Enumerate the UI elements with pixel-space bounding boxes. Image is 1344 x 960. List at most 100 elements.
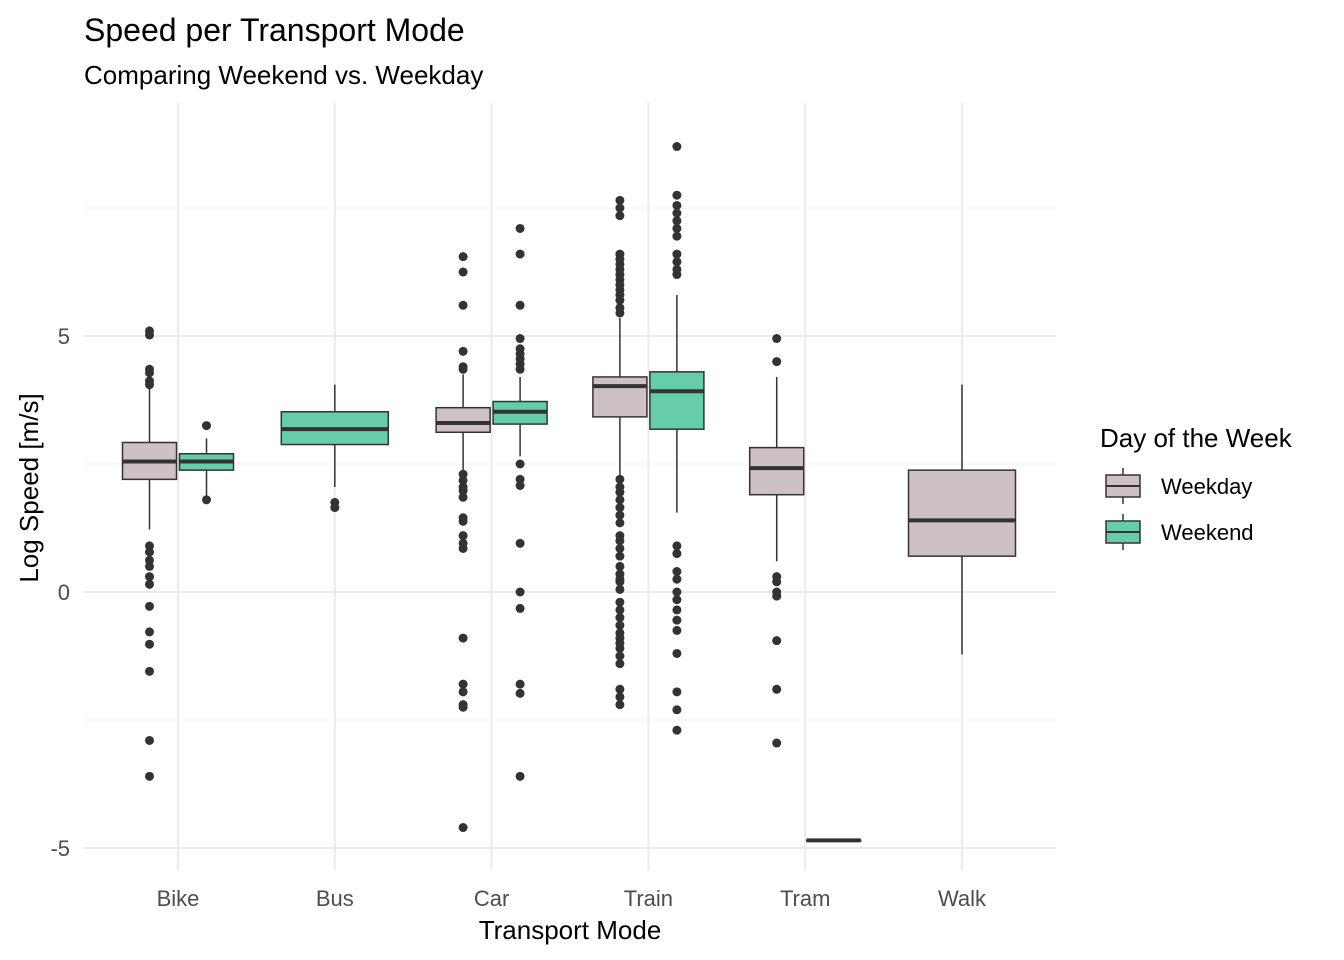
outlier-point: [772, 738, 782, 748]
box-tram-weekday: [748, 334, 805, 748]
outlier-point: [515, 679, 525, 689]
outlier-point: [615, 203, 625, 213]
box-iqr: [907, 469, 1017, 557]
outlier-point: [458, 267, 468, 277]
outlier-point: [615, 613, 625, 623]
box-tram-weekend: [805, 838, 862, 843]
outlier-point: [672, 648, 682, 658]
outlier-point: [145, 639, 154, 649]
x-tick-label: Bike: [157, 886, 200, 911]
outlier-point: [772, 591, 782, 601]
x-tick-label: Walk: [938, 886, 987, 911]
outlier-point: [672, 615, 682, 625]
outlier-point: [458, 252, 468, 262]
outlier-point: [615, 518, 625, 528]
outlier-point: [615, 503, 625, 513]
outlier-point: [615, 308, 625, 318]
outlier-point: [515, 459, 525, 469]
outlier-point: [515, 688, 525, 698]
outlier-point: [202, 495, 211, 505]
outlier-point: [615, 651, 625, 661]
outlier-point: [458, 516, 468, 526]
outlier-point: [615, 295, 625, 305]
box-train-weekend: [649, 142, 705, 735]
outlier-point: [515, 538, 525, 548]
x-axis-ticks: Bike Bus Car Train Tram Walk: [157, 886, 987, 911]
outlier-point: [615, 597, 625, 607]
outlier-point: [615, 561, 625, 571]
outlier-point: [672, 687, 682, 697]
outlier-point: [615, 487, 625, 497]
outlier-point: [515, 249, 525, 259]
outlier-point: [145, 771, 154, 781]
outlier-point: [772, 684, 782, 694]
outlier-point: [615, 543, 625, 553]
outlier-point: [515, 587, 525, 597]
y-axis-ticks: -5 0 5: [50, 324, 70, 861]
outlier-point: [772, 334, 782, 344]
box-iqr: [592, 376, 648, 418]
outlier-point: [145, 579, 154, 589]
outlier-point: [615, 584, 625, 594]
outlier-point: [672, 567, 682, 577]
x-tick-label: Train: [624, 886, 673, 911]
outlier-point: [772, 636, 782, 646]
legend-key-weekday: Weekday: [1105, 468, 1252, 504]
outlier-point: [458, 702, 468, 712]
outlier-point: [672, 725, 682, 735]
box-iqr: [649, 371, 705, 430]
outlier-point: [615, 577, 625, 587]
outlier-point: [672, 705, 682, 715]
outlier-point: [145, 601, 154, 611]
outlier-point: [515, 603, 525, 613]
outlier-point: [615, 536, 625, 546]
outlier-point: [672, 595, 682, 605]
outlier-point: [615, 700, 625, 710]
box-train-weekday: [592, 195, 648, 710]
outlier-point: [615, 510, 625, 520]
box-bike-weekend: [178, 421, 235, 505]
outlier-point: [615, 495, 625, 505]
x-tick-label: Car: [474, 886, 509, 911]
outlier-point: [145, 561, 154, 571]
outlier-point: [772, 577, 782, 587]
outlier-point: [615, 474, 625, 484]
outlier-point: [458, 543, 468, 553]
x-axis-title: Transport Mode: [479, 915, 662, 945]
outlier-point: [145, 380, 154, 390]
outlier-point: [330, 503, 340, 513]
outlier-point: [672, 216, 682, 226]
legend-key-weekend: Weekend: [1105, 514, 1254, 550]
outlier-point: [672, 142, 682, 152]
outlier-point: [458, 679, 468, 689]
legend-title: Day of the Week: [1100, 423, 1293, 453]
outlier-point: [515, 300, 525, 310]
outlier-point: [145, 666, 154, 676]
outlier-point: [615, 643, 625, 653]
outlier-point: [458, 475, 468, 485]
outlier-point: [458, 492, 468, 502]
chart-subtitle: Comparing Weekend vs. Weekday: [84, 60, 483, 90]
outlier-point: [458, 346, 468, 356]
box-bike-weekday: [121, 326, 178, 781]
outlier-point: [615, 195, 625, 205]
box-walk-weekday: [907, 384, 1017, 655]
y-axis-title: Log Speed [m/s]: [14, 393, 44, 582]
outlier-point: [772, 357, 782, 367]
outlier-point: [515, 334, 525, 344]
outlier-point: [458, 823, 468, 833]
outlier-point: [458, 486, 468, 496]
outlier-point: [615, 551, 625, 561]
outlier-point: [672, 200, 682, 210]
outlier-point: [672, 249, 682, 259]
legend-label: Weekday: [1161, 474, 1252, 499]
outlier-point: [615, 211, 625, 221]
box-bus-weekend: [280, 384, 390, 513]
grid-lines: [84, 103, 1056, 870]
outlier-point: [672, 190, 682, 200]
outlier-point: [145, 572, 154, 582]
outlier-point: [672, 270, 682, 280]
x-tick-label: Tram: [780, 886, 831, 911]
outlier-point: [672, 605, 682, 615]
y-tick-label: 0: [58, 580, 70, 605]
